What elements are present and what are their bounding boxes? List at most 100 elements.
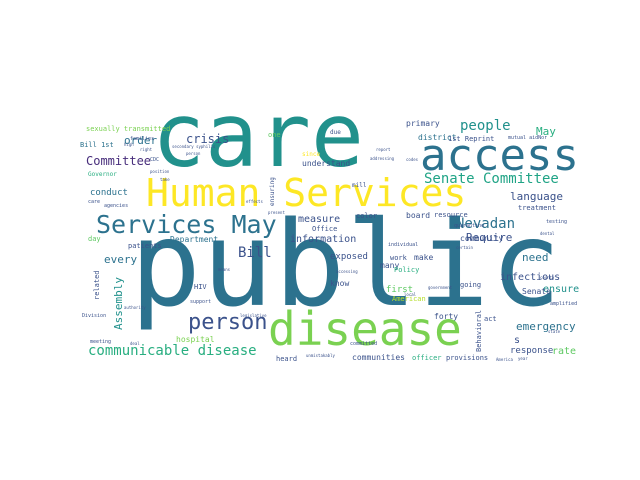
word-patients: patients xyxy=(128,242,162,250)
word-meeting: meeting xyxy=(90,339,112,345)
word-information: information xyxy=(290,234,357,245)
word-effects: effects xyxy=(246,199,263,204)
word-hospital: hospital xyxy=(176,335,215,344)
word-amplified: amplified xyxy=(550,301,578,307)
word-report: report xyxy=(376,147,391,152)
word-order: order xyxy=(124,134,158,147)
word-resource: resource xyxy=(434,211,468,219)
word-means: means xyxy=(218,267,231,272)
word-s: s xyxy=(514,335,521,346)
word-bill-1st: Bill 1st xyxy=(80,141,114,149)
word-ensure: ensure xyxy=(543,284,580,295)
word-know: know xyxy=(330,279,350,288)
word-secondary-syphilis: secondary syphilis xyxy=(172,144,216,149)
word-people: people xyxy=(460,118,511,134)
word-emergency: emergency xyxy=(516,320,576,333)
word-american: American xyxy=(392,295,426,303)
word-response: response xyxy=(510,346,554,356)
word-division: Division xyxy=(82,313,107,319)
word-sexually-transmitted: sexually transmitted xyxy=(86,125,171,133)
word-codes: codes xyxy=(406,157,419,162)
word-authority: authority xyxy=(124,305,146,310)
word-first: first xyxy=(386,285,414,295)
word-need: need xyxy=(522,251,549,264)
word-support: support xyxy=(190,299,212,305)
word-related: related xyxy=(93,270,101,300)
word-position: position xyxy=(150,169,170,174)
word-nevadan: Nevadan xyxy=(456,216,516,232)
word-hiv: HIV xyxy=(194,283,207,291)
word-mutual-aid: mutual aidNor xyxy=(508,135,548,141)
word-deal: deal xyxy=(130,341,140,346)
word-committee: Committee xyxy=(86,154,152,168)
word-assembly: Assembly xyxy=(112,277,125,330)
word-right: right xyxy=(140,147,153,152)
word-primary: primary xyxy=(406,119,440,128)
word-senate-committee: Senate Committee xyxy=(424,171,559,187)
word-committed: committed xyxy=(350,341,378,347)
word-provisions: provisions xyxy=(446,354,489,362)
word-act: act xyxy=(484,315,497,323)
word-community: community xyxy=(460,234,504,243)
word-government: government xyxy=(428,285,453,290)
word-conduct: conduct xyxy=(90,188,128,198)
word-governor: Governor xyxy=(88,171,117,178)
word-many: many xyxy=(380,261,400,270)
word-accessing: accessing xyxy=(336,269,358,274)
word-individual: individual xyxy=(388,242,419,248)
word-infectious: infectious xyxy=(500,272,561,283)
word-testing: testing xyxy=(546,219,568,225)
word-high: high xyxy=(124,142,134,147)
word-take: take xyxy=(160,177,170,182)
word-certain: certain xyxy=(456,245,473,250)
word-quarantine: quarantine xyxy=(454,223,485,229)
word-senate: Senate xyxy=(522,287,551,296)
word-color: color xyxy=(356,212,378,220)
word-care-small: care xyxy=(88,199,101,205)
word-work: work xyxy=(390,254,407,262)
word-officer: officer xyxy=(412,354,442,362)
word-present: present xyxy=(268,210,285,215)
word-treatment: treatment xyxy=(518,204,556,212)
word-heard: heard xyxy=(276,355,298,363)
word-families: families xyxy=(130,136,155,142)
word-cdc: CDC xyxy=(150,157,160,163)
word-public: public xyxy=(130,195,563,333)
word-crisis: crisis xyxy=(186,132,230,146)
word-dental: dental xyxy=(540,231,555,236)
word-require: Require xyxy=(466,231,513,244)
word-rate: rate xyxy=(552,346,577,357)
word-understand: understand xyxy=(302,159,351,168)
word-access: access xyxy=(420,130,579,181)
word-state: state xyxy=(548,329,561,334)
word-legislative: legislative xyxy=(240,313,267,318)
word-person: person xyxy=(188,310,268,335)
word-mill: mill xyxy=(352,182,367,189)
word-addressing: addressing xyxy=(370,156,395,161)
word-every: every xyxy=(104,253,138,266)
word-human-services: Human Services xyxy=(146,171,467,215)
word-care: care xyxy=(152,84,364,187)
word-due: due xyxy=(330,129,341,136)
word-communicable-disease: communicable disease xyxy=(88,343,257,359)
word-person-small: person xyxy=(186,151,201,156)
word-behavioral: Behavioral xyxy=(475,309,483,352)
word-year: year xyxy=(518,356,528,361)
word-ultimately: unmistakably xyxy=(306,353,335,358)
word-county: county xyxy=(540,275,555,280)
word-since: since xyxy=(302,151,321,158)
word-measure: measure xyxy=(298,214,341,225)
word-one: one xyxy=(268,131,281,139)
word-communities: communities xyxy=(352,353,405,362)
word-america: America xyxy=(496,357,513,362)
word-disease: disease xyxy=(268,302,462,356)
word-language: language xyxy=(510,190,563,203)
word-policy: Policy xyxy=(394,266,420,274)
word-reprint: 1st Reprint xyxy=(448,135,495,143)
word-may: May xyxy=(536,125,556,138)
word-forty: forty xyxy=(434,312,459,321)
word-board: board xyxy=(406,211,431,220)
word-office: Office xyxy=(312,225,338,233)
word-agencies: agencies xyxy=(104,203,129,209)
